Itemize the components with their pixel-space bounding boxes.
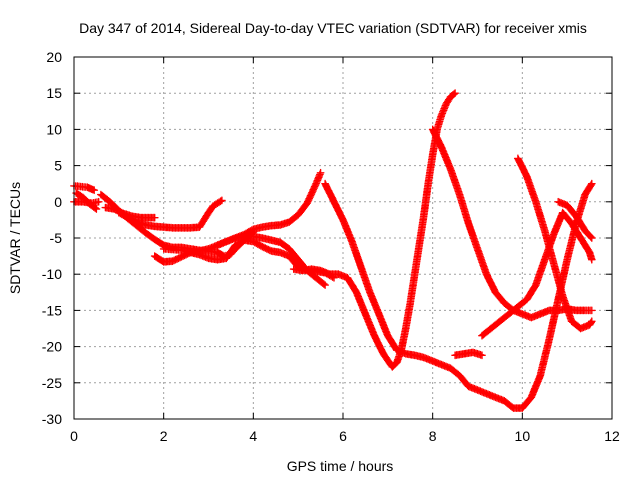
series-markers-arc-1 xyxy=(70,182,99,195)
series-markers-arc-15 xyxy=(513,154,596,333)
y-tick-label-10: -30 xyxy=(42,411,62,427)
series-markers-arc-11 xyxy=(321,179,596,412)
x-tick-label-2: 4 xyxy=(249,428,257,444)
y-tick-label-7: -15 xyxy=(42,302,62,318)
x-axis-label: GPS time / hours xyxy=(287,458,394,474)
series-markers-arc-9 xyxy=(213,232,329,289)
x-tick-label-0: 0 xyxy=(70,428,78,444)
series-arc-13 xyxy=(451,348,486,360)
y-tick-label-0: 20 xyxy=(46,49,62,65)
series-markers-arc-14 xyxy=(478,208,596,340)
series-arc-1 xyxy=(70,182,99,195)
series-markers-arc-12 xyxy=(428,125,596,322)
series-layer xyxy=(70,89,596,412)
y-axis-label: SDTVAR / TECUs xyxy=(7,182,23,294)
axis-ticks: 0 2 4 6 8 10 12 20 15 10 5 0 -5 -10 -15 -20 -25 -30 xyxy=(42,49,620,444)
series-arc-16 xyxy=(554,197,596,242)
y-tick-label-8: -20 xyxy=(42,339,62,355)
series-markers-arc-16 xyxy=(554,197,596,242)
series-markers-arc-6 xyxy=(114,196,226,232)
y-tick-label-9: -25 xyxy=(42,375,62,391)
plot-frame xyxy=(73,56,613,420)
y-tick-label-5: -5 xyxy=(50,230,63,246)
series-arc-6 xyxy=(114,196,226,232)
series-markers-arc-13 xyxy=(451,348,486,360)
series-arc-11 xyxy=(321,179,596,412)
series-arc-9 xyxy=(213,232,329,289)
y-tick-label-6: -10 xyxy=(42,266,62,282)
x-tick-label-6: 12 xyxy=(604,428,620,444)
series-arc-15 xyxy=(513,154,596,333)
series-arc-3 xyxy=(70,197,103,208)
y-tick-label-1: 15 xyxy=(46,85,62,101)
chart-title: Day 347 of 2014, Sidereal Day-to-day VTE… xyxy=(79,20,587,36)
x-tick-label-4: 8 xyxy=(429,428,437,444)
series-markers-arc-3 xyxy=(70,197,103,208)
y-tick-label-3: 5 xyxy=(54,158,62,174)
series-arc-12 xyxy=(428,125,596,322)
x-tick-label-3: 6 xyxy=(339,428,347,444)
y-tick-label-4: 0 xyxy=(54,194,62,210)
y-tick-label-2: 10 xyxy=(46,121,62,137)
x-tick-label-1: 2 xyxy=(160,428,168,444)
x-tick-label-5: 10 xyxy=(515,428,531,444)
series-arc-14 xyxy=(478,208,596,340)
